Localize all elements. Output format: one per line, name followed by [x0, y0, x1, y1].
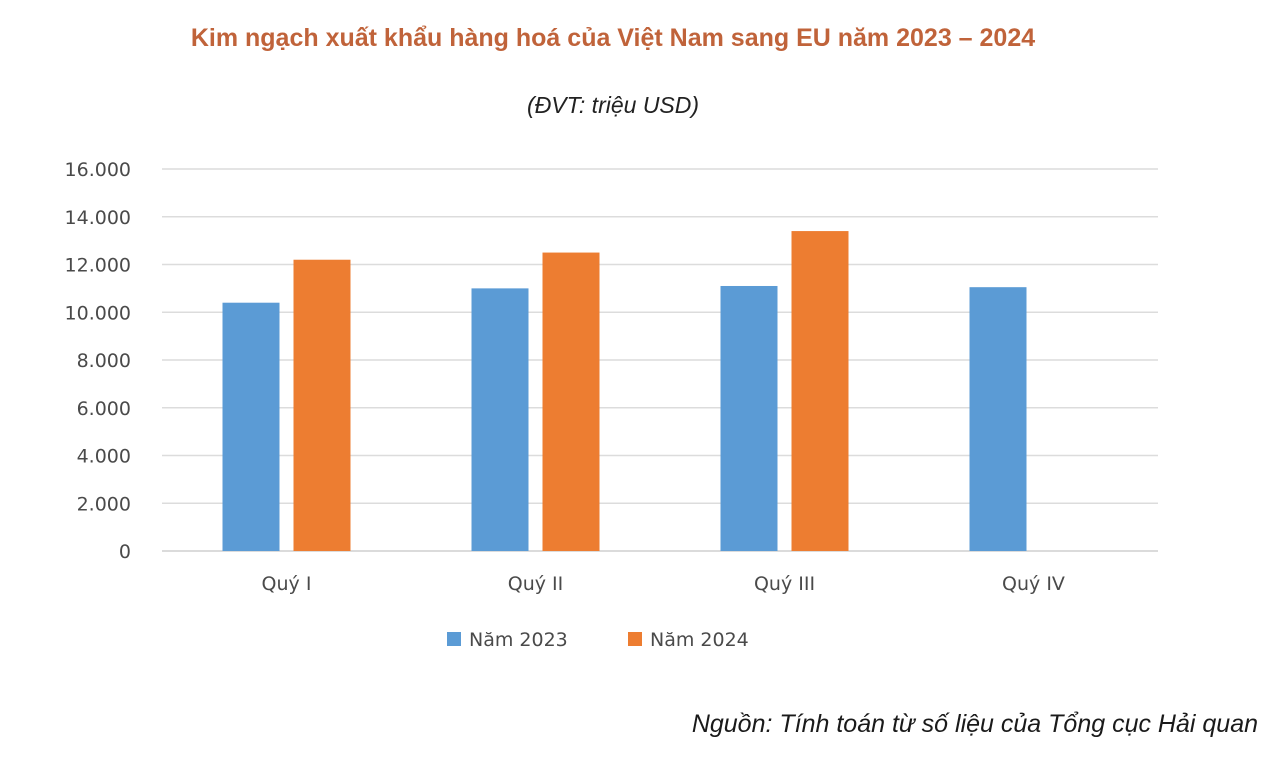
chart-title: Kim ngạch xuất khẩu hàng hoá của Việt Na… — [190, 24, 1036, 52]
x-category-label: Quý I — [262, 573, 312, 595]
legend-swatch — [628, 632, 642, 646]
x-category-label: Quý IV — [1002, 573, 1065, 595]
legend-label: Năm 2023 — [469, 629, 568, 651]
bar-năm-2024-3 — [791, 231, 849, 551]
x-category-label: Quý II — [508, 573, 564, 595]
legend: Năm 2023 Năm 2024 — [447, 629, 749, 651]
legend-label: Năm 2024 — [650, 629, 749, 651]
y-tick-label: 0 — [119, 541, 131, 563]
source-note: Nguồn: Tính toán từ số liệu của Tổng cục… — [691, 710, 1258, 738]
y-tick-label: 6.000 — [77, 398, 131, 420]
bar-năm-2023-3 — [720, 285, 778, 551]
bar-năm-2024-1 — [293, 259, 351, 551]
legend-swatch — [447, 632, 461, 646]
y-tick-label: 14.000 — [65, 207, 131, 229]
y-tick-label: 16.000 — [65, 159, 131, 181]
bars — [222, 231, 1027, 551]
x-axis: Quý I Quý II Quý III Quý IV — [262, 573, 1065, 595]
bar-năm-2023-2 — [471, 288, 529, 551]
y-tick-label: 4.000 — [77, 446, 131, 468]
bar-năm-2023-4 — [969, 287, 1027, 551]
y-tick-label: 8.000 — [77, 350, 131, 372]
y-tick-label: 12.000 — [65, 255, 131, 277]
bar-năm-2024-2 — [542, 252, 600, 551]
chart-unit-label: (ĐVT: triệu USD) — [526, 92, 700, 118]
bar-năm-2023-1 — [222, 302, 280, 551]
x-category-label: Quý III — [754, 573, 815, 595]
y-tick-label: 10.000 — [65, 302, 131, 324]
y-axis: 0 2.000 4.000 6.000 8.000 10.000 12.000 14.000 1… — [65, 159, 131, 563]
y-tick-label: 2.000 — [77, 493, 131, 515]
